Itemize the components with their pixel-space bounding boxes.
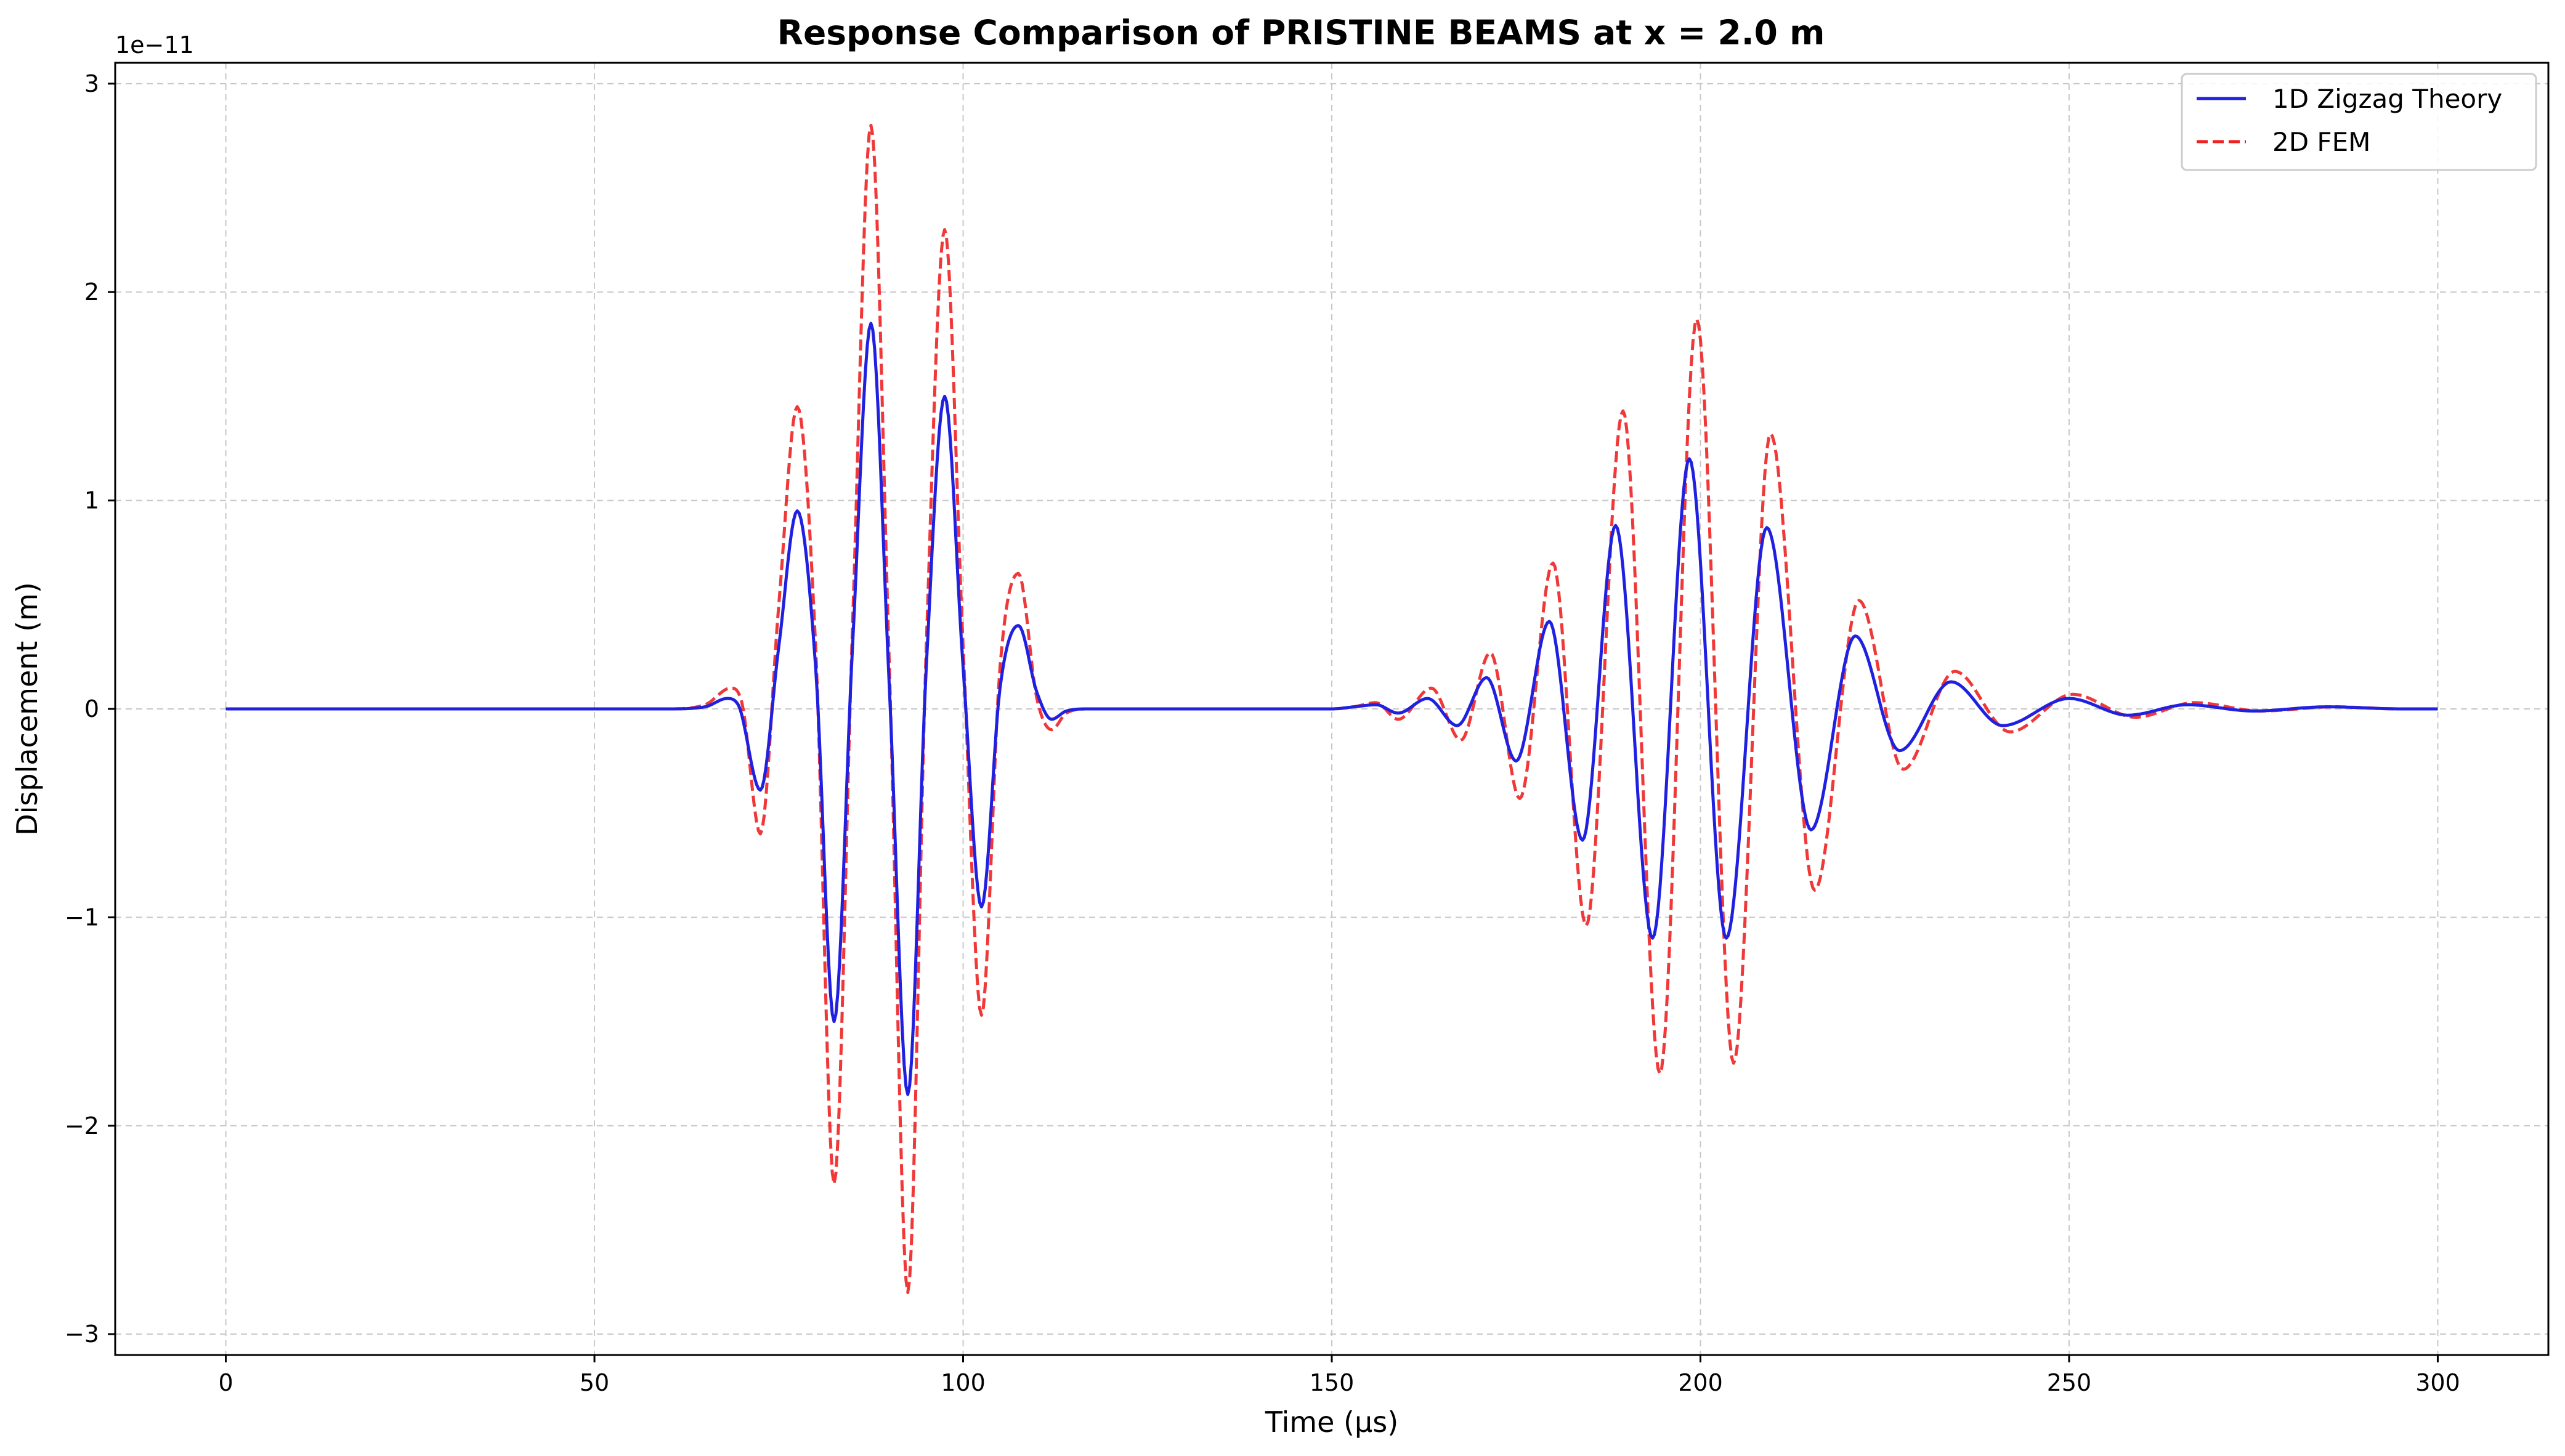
- legend: 1D Zigzag Theory 2D FEM: [2181, 73, 2537, 171]
- y-tick-label: −1: [65, 904, 99, 931]
- series-line-0: [225, 322, 2438, 1096]
- x-axis-label: Time (μs): [1265, 1405, 1398, 1439]
- chart-title: Response Comparison of PRISTINE BEAMS at…: [777, 13, 1825, 52]
- legend-box: [2181, 73, 2537, 171]
- y-tick-label: −3: [65, 1321, 99, 1348]
- series-layer: [225, 124, 2438, 1294]
- x-tick-label: 150: [1310, 1369, 1355, 1396]
- y-axis: −3 −2 −1 0 1 2 3: [65, 70, 115, 1348]
- y-tick-label: 3: [84, 70, 99, 97]
- x-axis: 0 50 100 150 200 250 300: [218, 1355, 2460, 1396]
- x-tick-label: 250: [2047, 1369, 2092, 1396]
- legend-label-1d-zigzag: 1D Zigzag Theory: [2272, 84, 2502, 114]
- x-tick-label: 300: [2415, 1369, 2460, 1396]
- y-tick-label: −2: [65, 1112, 99, 1139]
- y-tick-label: 0: [84, 695, 99, 722]
- plot-area: [114, 62, 2550, 1356]
- y-tick-label: 2: [84, 278, 99, 305]
- y-tick-label: 1: [84, 487, 99, 514]
- y-axis-label: Displacement (m): [10, 582, 44, 836]
- x-tick-label: 100: [941, 1369, 986, 1396]
- x-tick-label: 0: [218, 1369, 233, 1396]
- x-tick-label: 50: [580, 1369, 609, 1396]
- y-offset-text: 1e−11: [115, 31, 194, 59]
- legend-label-2d-fem: 2D FEM: [2272, 127, 2370, 157]
- x-tick-label: 200: [1678, 1369, 1723, 1396]
